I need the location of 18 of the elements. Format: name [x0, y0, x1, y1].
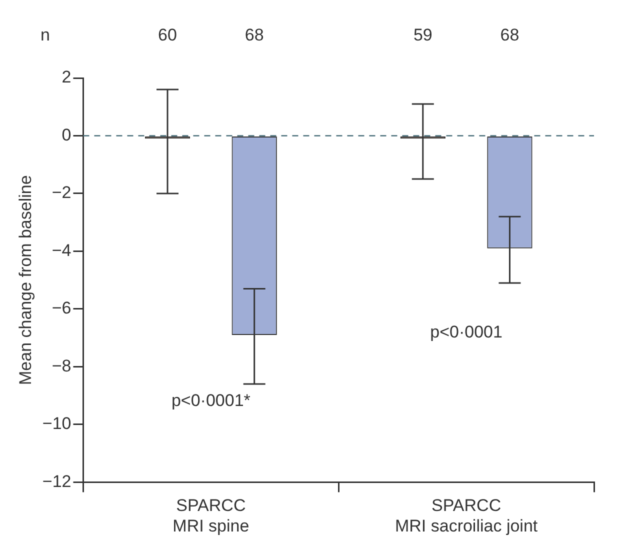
y-tick-label: −4	[52, 240, 72, 260]
annotation: p<0·0001	[430, 322, 502, 342]
y-tick-label: 2	[62, 68, 72, 87]
text: 60	[158, 26, 177, 45]
y-tick-label: 0	[62, 125, 72, 144]
text: 68	[500, 26, 520, 45]
y-tick-label: −8	[52, 356, 72, 376]
y-tick-label: −12	[42, 472, 72, 491]
text: 68	[244, 26, 264, 45]
text: 59	[413, 26, 432, 45]
annotation: p<0·0001*	[171, 391, 251, 410]
y-tick-label: −2	[52, 183, 72, 202]
y-tick-label: −10	[42, 414, 72, 434]
text: n	[40, 26, 50, 45]
y-axis-title: Mean change from baseline	[16, 175, 35, 385]
y-tick-label: −6	[52, 298, 72, 318]
x-tick-label: SPARCC MRI spine	[172, 496, 250, 536]
x-tick-label: SPARCC MRI sacroiliac joint	[394, 496, 538, 536]
